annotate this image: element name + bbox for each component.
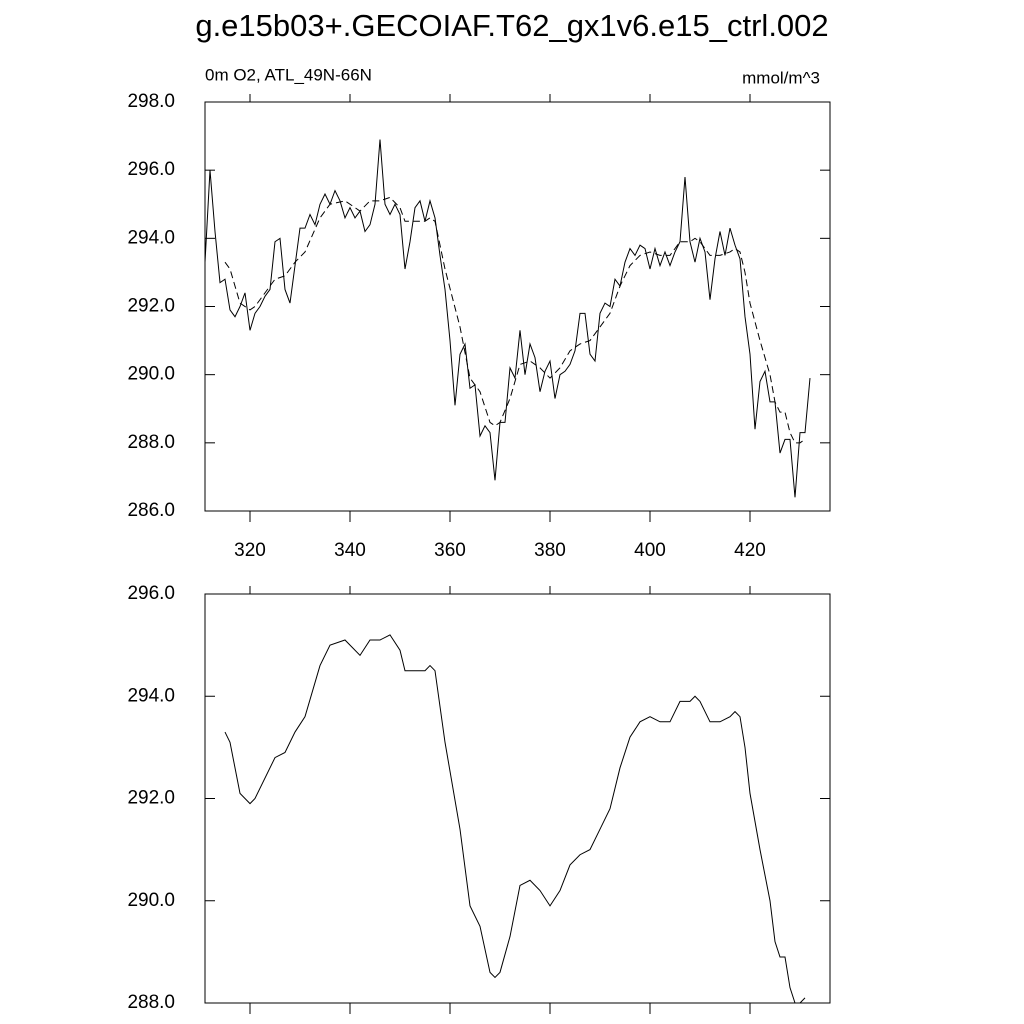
x-tick-label: 360	[434, 540, 466, 561]
y-tick-label: 288.0	[127, 432, 175, 453]
y-tick-label: 290.0	[127, 364, 175, 385]
y-tick-label: 298.0	[127, 91, 175, 112]
x-tick-label: 320	[234, 540, 266, 561]
x-tick-label: 420	[734, 540, 766, 561]
data-line	[224, 196, 806, 444]
y-tick-label: 294.0	[127, 685, 175, 706]
data-line	[204, 139, 811, 498]
y-tick-label: 294.0	[127, 227, 175, 248]
subtitle: 0m O2, ATL_49N-66N	[205, 65, 372, 84]
chart-title: g.e15b03+.GECOIAF.T62_gx1v6.e15_ctrl.002	[195, 8, 828, 43]
y-tick-label: 296.0	[127, 583, 175, 604]
y-tick-label: 296.0	[127, 159, 175, 180]
data-line	[224, 634, 806, 1004]
units-label: mmol/m^3	[742, 68, 820, 87]
y-tick-label: 290.0	[127, 890, 175, 911]
y-tick-label: 292.0	[127, 296, 175, 317]
x-tick-label: 340	[334, 540, 366, 561]
x-tick-label: 400	[634, 540, 666, 561]
x-tick-label: 380	[534, 540, 566, 561]
y-tick-label: 286.0	[127, 500, 175, 521]
y-tick-label: 288.0	[127, 992, 175, 1013]
y-tick-label: 292.0	[127, 788, 175, 809]
